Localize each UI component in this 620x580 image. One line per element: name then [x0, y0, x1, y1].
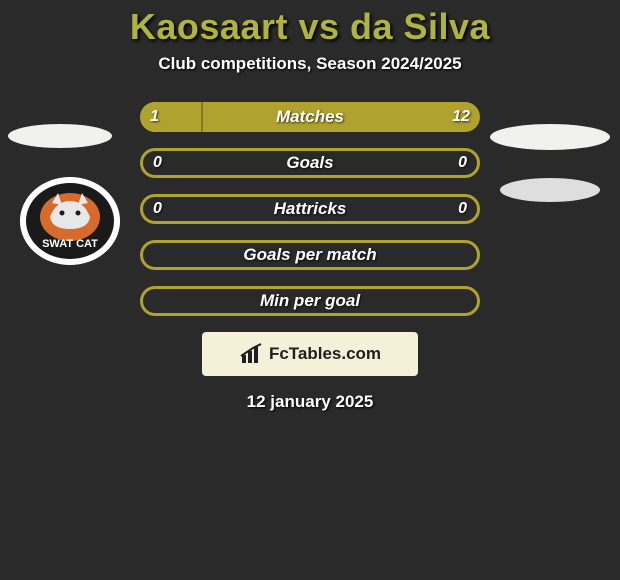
stat-label: Goals — [143, 153, 477, 173]
right-mid-ellipse — [500, 178, 600, 202]
left-top-ellipse — [8, 124, 112, 148]
subtitle: Club competitions, Season 2024/2025 — [0, 54, 620, 74]
stat-row-hattricks: 00Hattricks — [140, 194, 480, 224]
page-title: Kaosaart vs da Silva — [0, 0, 620, 48]
subtitle-text: Club competitions, Season 2024/2025 — [158, 54, 461, 73]
brand-chart-icon — [239, 343, 265, 365]
date-text: 12 january 2025 — [247, 392, 374, 411]
stat-row-mpg: Min per goal — [140, 286, 480, 316]
brand-badge: FcTables.com — [202, 332, 418, 376]
stat-row-matches: 112Matches — [140, 102, 480, 132]
stat-label: Min per goal — [143, 291, 477, 311]
stat-label: Matches — [140, 107, 480, 127]
svg-text:SWAT CAT: SWAT CAT — [42, 238, 98, 250]
stat-row-goals: 00Goals — [140, 148, 480, 178]
stat-label: Goals per match — [143, 245, 477, 265]
swat-cat-icon: SWAT CAT — [20, 177, 120, 265]
brand-text: FcTables.com — [269, 344, 381, 364]
club-badge-left: SWAT CAT — [20, 177, 120, 265]
date-line: 12 january 2025 — [0, 392, 620, 412]
stat-row-gpm: Goals per match — [140, 240, 480, 270]
stats-infographic: Kaosaart vs da Silva Club competitions, … — [0, 0, 620, 580]
right-top-ellipse — [490, 124, 610, 150]
stat-label: Hattricks — [143, 199, 477, 219]
title-text: Kaosaart vs da Silva — [130, 6, 490, 47]
